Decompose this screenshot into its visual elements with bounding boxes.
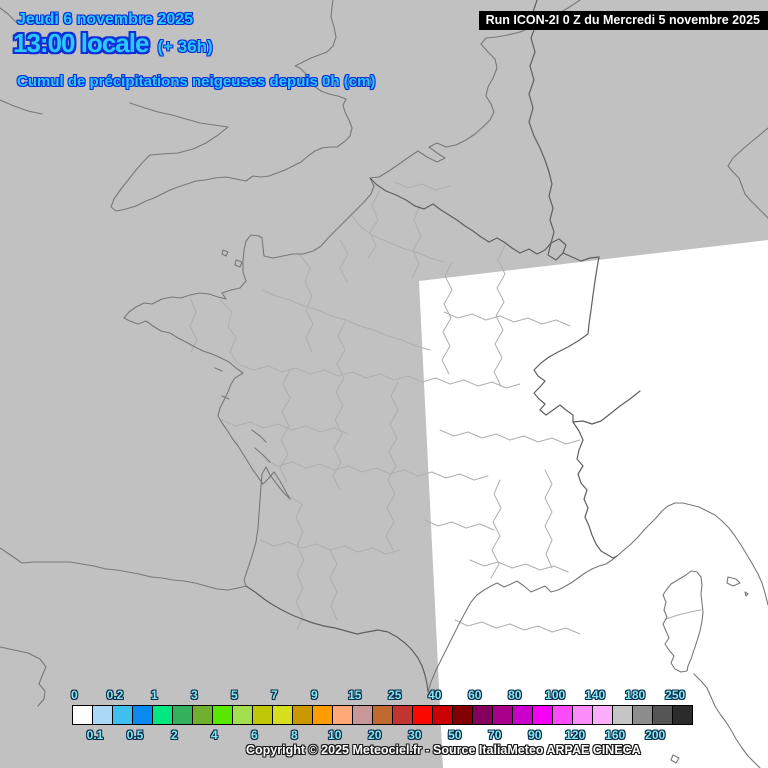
scale-cells [72,705,694,725]
forecast-time: 13:00 locale (+ 36h) [13,28,213,59]
scale-label: 160 [605,728,626,742]
scale-cell [532,705,553,725]
scale-label: 0.5 [126,728,144,742]
scale-cell [592,705,613,725]
model-run-banner: Run ICON-2I 0 Z du Mercredi 5 novembre 2… [478,11,768,30]
scale-cell [152,705,173,725]
scale-label: 10 [328,728,342,742]
scale-cell [212,705,233,725]
scale-cell [612,705,633,725]
scale-label: 4 [211,728,218,742]
snow-color-scale: 0 0.1 0.2 0.5 1 2 3 4 5 6 7 8 9 10 15 20 25 30 40 50 60 70 80 9… [71,688,694,742]
scale-cell [92,705,113,725]
scale-cell [632,705,653,725]
scale-label: 180 [625,688,646,702]
scale-cell [412,705,433,725]
scale-cell [472,705,493,725]
scale-cell [432,705,453,725]
scale-cell [232,705,253,725]
scale-cell [512,705,533,725]
scale-cell [272,705,293,725]
scale-label: 140 [585,688,606,702]
department-borders [189,181,702,635]
scale-cell [172,705,193,725]
scale-cell [492,705,513,725]
scale-cell [292,705,313,725]
scale-label: 100 [545,688,566,702]
scale-cell [452,705,473,725]
scale-cell [332,705,353,725]
scale-label: 6 [251,728,258,742]
scale-cell [132,705,153,725]
scale-label: 50 [448,728,462,742]
scale-label: 0.2 [106,688,124,702]
scale-cell [552,705,573,725]
scale-cell [252,705,273,725]
scale-cell [392,705,413,725]
forecast-local-time: 13:00 locale [13,28,149,58]
scale-cell [372,705,393,725]
scale-cell [572,705,593,725]
scale-label: 1 [151,688,158,702]
copyright-notice: Copyright © 2025 Meteociel.fr - Source I… [246,743,641,757]
scale-label: 2 [171,728,178,742]
scale-cell [652,705,673,725]
scale-cell [312,705,333,725]
scale-cell [112,705,133,725]
scale-label: 9 [311,688,318,702]
scale-cell [72,705,93,725]
scale-label: 25 [388,688,402,702]
scale-label: 80 [508,688,522,702]
scale-label: 0 [71,688,78,702]
scale-label: 70 [488,728,502,742]
scale-label: 7 [271,688,278,702]
scale-label: 8 [291,728,298,742]
scale-label: 200 [645,728,666,742]
model-domain-area [419,240,768,768]
scale-cell [672,705,693,725]
scale-cell [192,705,213,725]
scale-label: 120 [565,728,586,742]
scale-cell [352,705,373,725]
scale-label: 5 [231,688,238,702]
forecast-date: Jeudi 6 novembre 2025 [17,11,194,28]
scale-label: 20 [368,728,382,742]
scale-label: 250 [665,688,686,702]
scale-label: 30 [408,728,422,742]
scale-label: 40 [428,688,442,702]
scale-label: 90 [528,728,542,742]
country-borders [245,0,641,693]
forecast-hour-offset: (+ 36h) [157,37,213,56]
parameter-title: Cumul de précipitations neigeuses depuis… [17,73,376,90]
scale-label: 15 [348,688,362,702]
scale-label: 0.1 [86,728,104,742]
scale-label: 3 [191,688,198,702]
scale-label: 60 [468,688,482,702]
